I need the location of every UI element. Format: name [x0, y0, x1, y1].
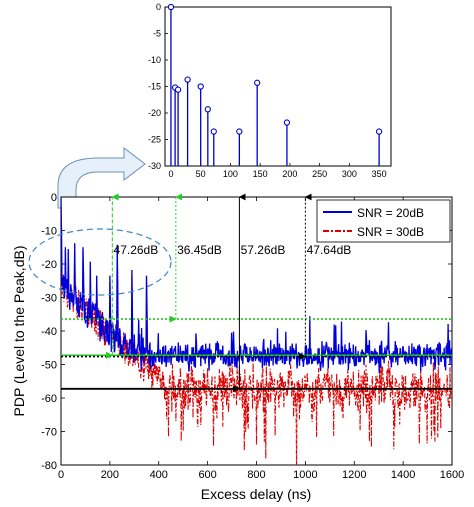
inset-stem-marker-2: [174, 86, 182, 93]
y-tick-label: -20: [41, 259, 57, 271]
y-tick-label: -30: [41, 293, 57, 305]
legend-box: [316, 199, 451, 243]
main-chart: 0 200 400 600 800 1000 1200 1400 1600 0 -10 -20 -30 -…: [11, 192, 464, 502]
zoom-connector-arrow: [57, 146, 146, 209]
x-axis-label: Excess delay (ns): [201, 486, 311, 502]
inset-stem-marker-7: [236, 128, 243, 135]
annotation-label-3: 47.64dB: [307, 243, 352, 257]
inset-stem-marker-10: [375, 128, 383, 135]
inset-x-tick-label: 250: [312, 169, 327, 179]
inset-x-tick-label: 100: [223, 169, 238, 179]
y-tick-label: -70: [41, 427, 57, 439]
inset-stem-marker-0: [167, 3, 175, 11]
inset-y-tick-label: -5: [153, 29, 161, 39]
x-tick-label: 1000: [293, 469, 317, 481]
x-tick-label: 0: [58, 469, 64, 481]
y-tick-label: -10: [41, 226, 57, 238]
inset-y-tick-label: -20: [148, 108, 161, 118]
x-tick-label: 600: [198, 469, 216, 481]
legend-label-series-0: SNR = 20dB: [357, 206, 424, 220]
inset-y-tick-label: 0: [156, 2, 161, 12]
inset-y-tick-label: -25: [148, 135, 161, 145]
y-axis-label: PDP (Level to the Peak,dB): [11, 246, 27, 417]
inset-x-tick-label: 200: [282, 169, 297, 179]
y-tick-label: -50: [41, 360, 57, 372]
x-tick-label: 1200: [342, 469, 366, 481]
inset-y-tick-label: -15: [148, 82, 161, 92]
inset-x-tick-label: 50: [196, 169, 206, 179]
inset-stem-marker-6: [210, 128, 217, 135]
annotation-label-1: 36.45dB: [177, 243, 222, 257]
inset-stem-marker-3: [184, 76, 191, 83]
inset-y-tick-label: -10: [148, 55, 161, 65]
x-tick-label: 400: [150, 469, 168, 481]
inset-x-tick-label: 0: [168, 169, 173, 179]
y-tick-label: -80: [41, 460, 57, 472]
inset-stem-marker-4: [197, 83, 204, 90]
inset-chart: 0 50 100 150 200 250 300 350 0 -5 -10 -15 -20 -25 -30: [148, 2, 392, 179]
x-tick-label: 200: [101, 469, 119, 481]
legend-label-series-1: SNR = 30dB: [357, 225, 424, 239]
x-tick-label: 1600: [440, 469, 464, 481]
annotation-label-0: 47.26dB: [114, 243, 159, 257]
inset-stem-marker-5: [204, 106, 211, 113]
x-tick-label: 800: [247, 469, 265, 481]
inset-stem-marker-8: [254, 79, 261, 86]
inset-x-tick-label: 350: [372, 169, 387, 179]
inset-y-tick-label: -30: [148, 161, 161, 171]
x-tick-label: 1400: [391, 469, 415, 481]
inset-x-tick-label: 300: [342, 169, 357, 179]
y-tick-label: 0: [51, 192, 57, 204]
annotation-label-2: 57.26dB: [241, 243, 286, 257]
series-line-0: [61, 197, 452, 373]
inset-x-tick-label: 150: [253, 169, 268, 179]
inset-stem-marker-9: [283, 119, 291, 126]
y-tick-label: -60: [41, 393, 57, 405]
legend: SNR = 20dB SNR = 30dB: [316, 199, 451, 243]
y-tick-label: -40: [41, 326, 57, 338]
